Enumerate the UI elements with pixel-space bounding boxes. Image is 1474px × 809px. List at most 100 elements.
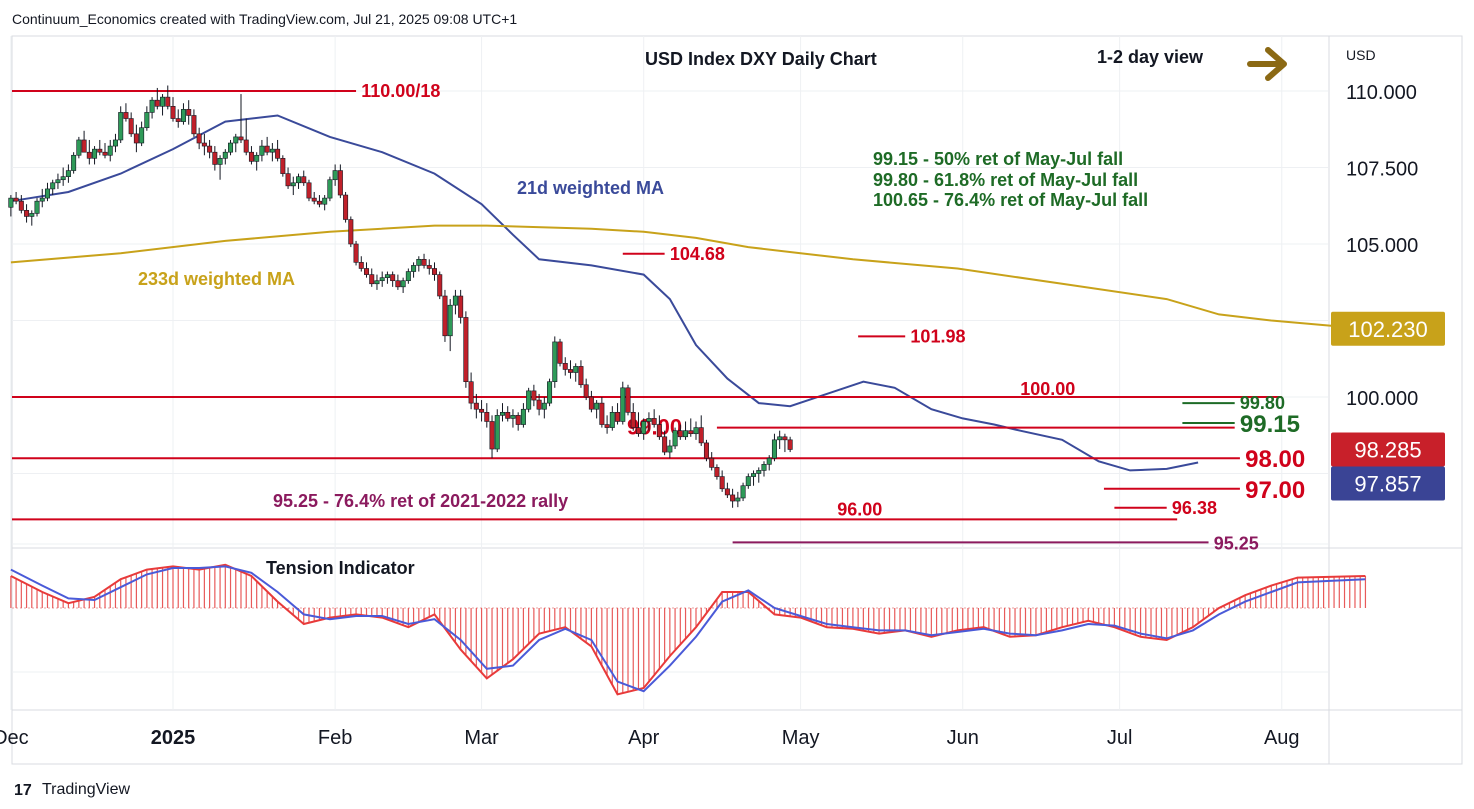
series-label-21d-ma: 21d weighted MA <box>517 178 664 198</box>
candle-body <box>316 200 322 205</box>
candle-body <box>76 139 82 156</box>
level-95-25-label: 95.25 <box>1214 533 1259 553</box>
level-100-label: 100.00 <box>1020 379 1075 399</box>
badge-last-price-text: 98.285 <box>1354 437 1421 462</box>
candle-body <box>463 317 469 383</box>
price-axis[interactable]: 110.000107.500105.000102.500100.00097.50… <box>1331 82 1445 501</box>
badge-21d-ma <box>1331 466 1445 501</box>
annotation-rally-764: 95.25 - 76.4% ret of 2021-2022 rally <box>273 491 568 511</box>
time-tick-label: Jun <box>947 727 979 749</box>
candle-body <box>510 415 516 419</box>
candle-body <box>29 213 35 217</box>
candle-body <box>588 396 594 410</box>
annotation-fib-618: 99.80 - 61.8% ret of May-Jul fall <box>873 170 1138 190</box>
annotation-fib-50: 99.15 - 50% ret of May-Jul fall <box>873 149 1123 169</box>
candle-body <box>395 280 401 288</box>
candle-body <box>269 148 275 153</box>
candle-body <box>473 402 479 410</box>
moving-averages <box>10 114 1366 472</box>
level-110-label: 110.00/18 <box>361 81 440 101</box>
candle-body <box>44 188 50 199</box>
candle-body <box>604 424 610 428</box>
candle-body <box>290 182 296 187</box>
candle-body <box>92 148 98 159</box>
candle-body <box>557 341 563 364</box>
candle-body <box>651 418 657 425</box>
price-tick-label: 105.000 <box>1346 235 1418 257</box>
candle-body <box>761 464 767 471</box>
candle-body <box>133 133 139 144</box>
candle-body <box>160 96 166 107</box>
candle-body <box>358 262 364 269</box>
candle-body <box>756 470 762 474</box>
candle-body <box>65 170 71 177</box>
grid <box>10 36 1328 710</box>
time-tick-label: Mar <box>464 727 499 749</box>
currency-label: USD <box>1346 47 1376 63</box>
candle-body <box>180 109 186 122</box>
candle-body <box>327 179 333 199</box>
candle-body <box>400 280 406 288</box>
candle-body <box>405 271 411 282</box>
candle-body <box>688 430 694 435</box>
price-tick-label: 100.000 <box>1346 388 1418 410</box>
candle-body <box>672 430 678 447</box>
candle-body <box>71 154 77 171</box>
candle-body <box>306 182 312 199</box>
candle-body <box>609 411 615 428</box>
level-104-68-label: 104.68 <box>670 244 725 264</box>
badge-21d-ma-text: 97.857 <box>1354 471 1421 496</box>
candle-body <box>102 151 108 156</box>
candle-body <box>107 145 113 156</box>
candle-body <box>662 436 668 453</box>
candle-body <box>437 274 443 297</box>
candle-body <box>296 176 302 184</box>
candle-body <box>259 145 265 156</box>
candle-body <box>615 411 621 422</box>
level-99-80-label: 99.80 <box>1240 393 1285 413</box>
candle-body <box>411 265 417 272</box>
candle-body <box>573 366 579 373</box>
candle-body <box>531 390 537 401</box>
candle-body <box>656 424 662 438</box>
candle-body <box>379 277 385 282</box>
candle-body <box>771 439 777 459</box>
candle-body <box>24 210 30 217</box>
candle-body <box>751 473 757 477</box>
annotation-fib-764: 100.65 - 76.4% ret of May-Jul fall <box>873 190 1148 210</box>
candle-body <box>60 176 66 181</box>
level-99-15-label: 99.15 <box>1240 411 1300 438</box>
candle-body <box>447 304 453 337</box>
candle-body <box>505 411 511 419</box>
candle-body <box>139 127 145 144</box>
chart-title: USD Index DXY Daily Chart <box>645 49 877 69</box>
candle-body <box>353 243 359 263</box>
candle-body <box>13 197 19 202</box>
candle-body <box>243 139 249 153</box>
candle-body <box>599 402 605 425</box>
candle-body <box>374 280 380 285</box>
indicator-slow-line <box>10 565 1366 693</box>
candle-body <box>714 467 720 477</box>
badge-233d-ma-text: 102.230 <box>1348 317 1428 342</box>
candle-body <box>264 145 270 153</box>
candle-body <box>364 268 370 275</box>
time-tick-label: Jul <box>1107 727 1133 749</box>
candle-body <box>489 421 495 450</box>
time-axis[interactable]: Dec 2025 Feb Mar Apr May Jun Jul Aug <box>0 727 1300 749</box>
tradingview-logo[interactable]: 17 TradingView <box>14 781 130 799</box>
candle-body <box>248 151 254 162</box>
candle-body <box>468 381 474 404</box>
candle-body <box>384 274 390 278</box>
candle-body <box>275 148 281 159</box>
candle-body <box>594 402 600 410</box>
candle-body <box>186 109 192 116</box>
candle-body <box>112 139 118 147</box>
candle-body <box>50 182 56 190</box>
price-tick-label: 110.000 <box>1346 82 1417 104</box>
candle-body <box>646 418 652 422</box>
ma-21d-line <box>10 114 1199 472</box>
candle-body <box>562 363 568 370</box>
candle-body <box>724 488 730 496</box>
time-tick-label: Apr <box>628 727 659 749</box>
